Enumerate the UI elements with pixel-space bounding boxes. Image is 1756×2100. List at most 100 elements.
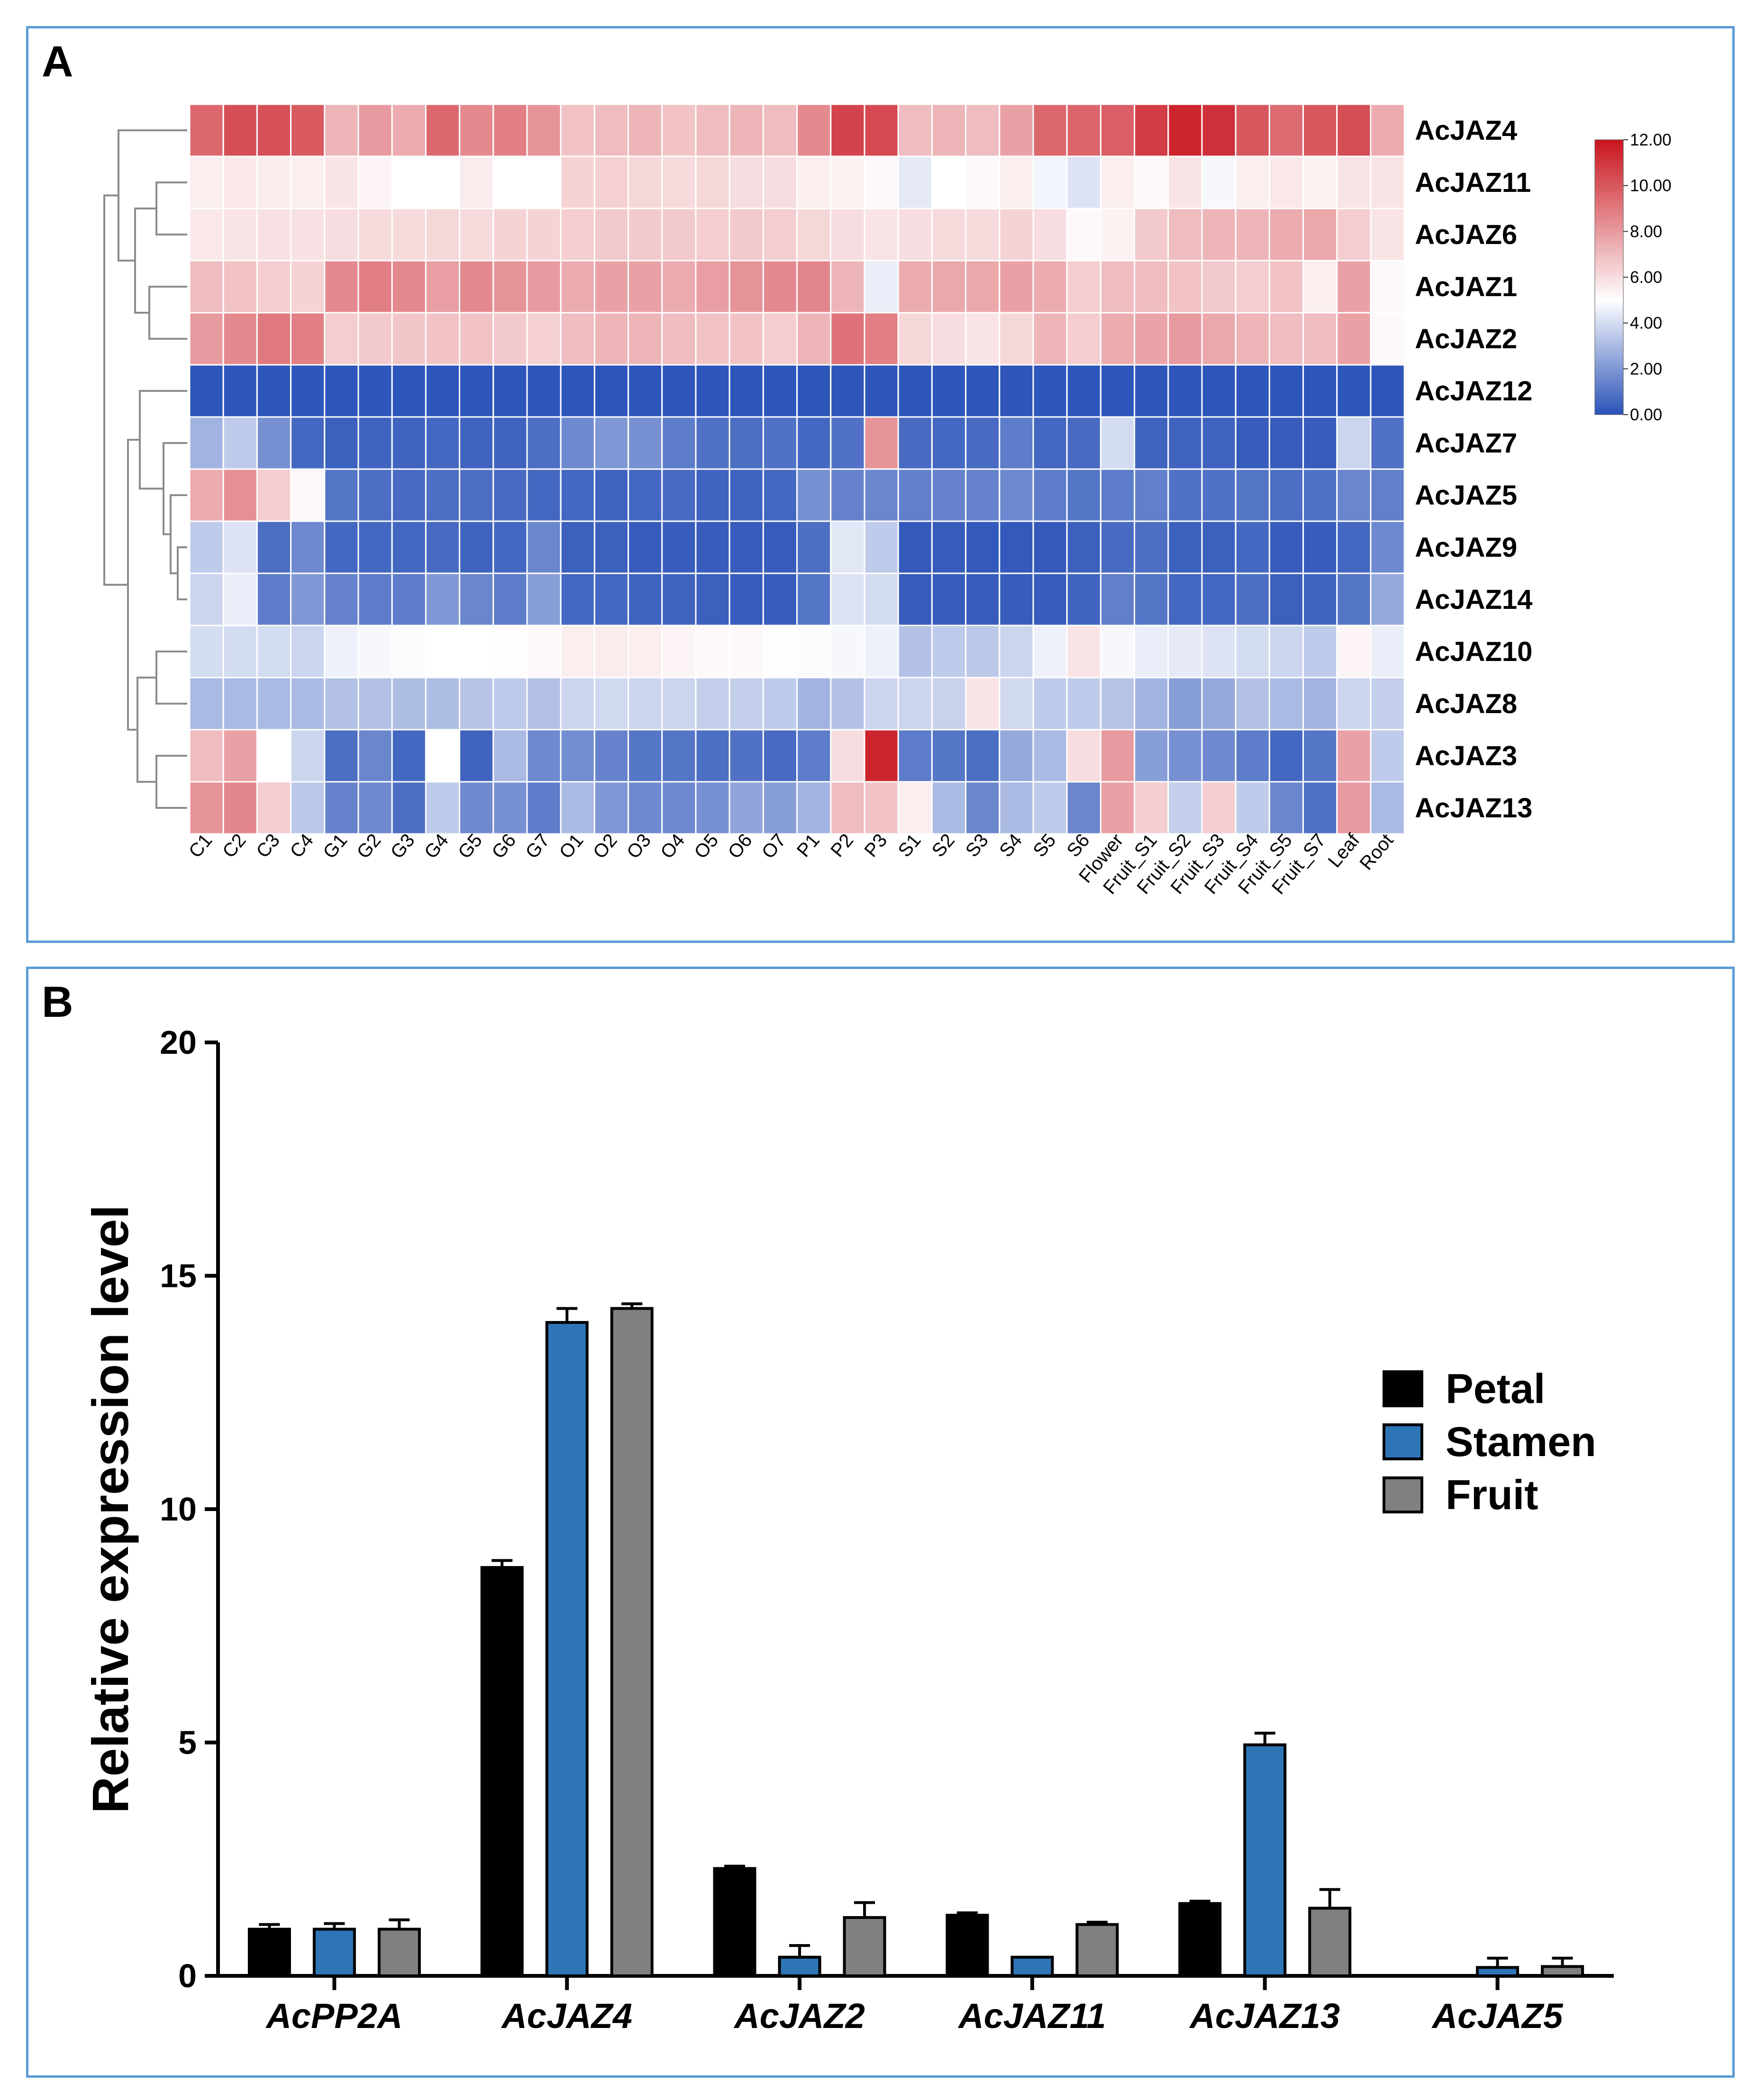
column-label: O6	[724, 830, 756, 863]
y-axis-label: Relative expression level	[82, 1205, 139, 1814]
column-label: O5	[690, 830, 722, 863]
heatmap-cell	[459, 677, 494, 731]
x-tick-label: AcJAZ2	[733, 1996, 865, 2036]
heatmap-cell	[1066, 364, 1101, 418]
heatmap-cell	[999, 312, 1034, 366]
heatmap-cell	[526, 103, 562, 157]
heatmap-cell	[1134, 468, 1169, 522]
heatmap-cell	[1201, 155, 1237, 209]
heatmap-cell	[391, 208, 427, 262]
heatmap-cell	[897, 364, 933, 418]
heatmap-cell	[1235, 364, 1270, 418]
heatmap-cell	[492, 468, 528, 522]
heatmap-cell	[459, 103, 494, 157]
heatmap-cell	[492, 364, 528, 418]
heatmap-cell	[695, 416, 730, 470]
heatmap-cell	[1268, 416, 1304, 470]
dendrogram-link	[155, 651, 187, 705]
heatmap-cell	[1134, 520, 1169, 574]
heatmap-cell	[661, 260, 697, 314]
heatmap-cell	[695, 312, 730, 366]
heatmap-cell	[796, 572, 832, 626]
heatmap-cell	[762, 625, 798, 679]
heatmap-cell	[1134, 155, 1169, 209]
heatmap-cell	[290, 572, 326, 626]
heatmap-cell	[661, 729, 697, 783]
heatmap-cell	[256, 572, 292, 626]
bar-fruit	[377, 1928, 421, 1977]
legend-swatch-fruit	[1383, 1476, 1423, 1513]
heatmap-cell	[1302, 677, 1338, 731]
heatmap-cell	[897, 520, 933, 574]
heatmap-cell	[1167, 103, 1203, 157]
heatmap-cell	[459, 781, 494, 835]
heatmap-cell	[560, 103, 595, 157]
heatmap-cell	[357, 625, 393, 679]
heatmap-cell	[695, 155, 730, 209]
heatmap-cell	[593, 364, 629, 418]
heatmap-cell	[864, 468, 899, 522]
heatmap-cell	[1235, 520, 1270, 574]
heatmap-cell	[1370, 260, 1405, 314]
heatmap-cell	[357, 416, 393, 470]
panel-a: A AcJAZ4 AcJAZ11 AcJAZ6 AcJAZ1 AcJAZ2 AcJAZ12…	[26, 26, 1735, 943]
column-label: Root	[1356, 830, 1397, 874]
heatmap-cell	[425, 572, 461, 626]
heatmap-cell	[762, 677, 798, 731]
heatmap-cell	[1032, 416, 1068, 470]
heatmap-cell	[1268, 520, 1304, 574]
heatmap-cell	[965, 208, 1001, 262]
column-label: G6	[488, 830, 520, 863]
heatmap-cell	[695, 103, 730, 157]
bar-fruit	[843, 1916, 886, 1977]
heatmap-cell	[1370, 572, 1405, 626]
heatmap-cell	[1167, 729, 1203, 783]
heatmap-cell	[222, 520, 258, 574]
heatmap-cell	[459, 520, 494, 574]
heatmap-cell	[830, 155, 865, 209]
heatmap-cell	[1032, 677, 1068, 731]
heatmap-cell	[189, 103, 224, 157]
heatmap-cell	[796, 520, 832, 574]
heatmap-cell	[1370, 312, 1405, 366]
heatmap-cell	[1268, 677, 1304, 731]
heatmap-cell	[1370, 103, 1405, 157]
heatmap-cell	[1066, 520, 1101, 574]
heatmap-cell	[897, 625, 933, 679]
heatmap-cell	[1201, 416, 1237, 470]
heatmap-cell	[897, 468, 933, 522]
heatmap-cell	[425, 468, 461, 522]
heatmap-cell	[628, 729, 663, 783]
heatmap-cell	[189, 729, 224, 783]
heatmap-cell	[526, 520, 562, 574]
column-label: O2	[589, 830, 621, 863]
heatmap-cell	[1201, 103, 1237, 157]
heatmap-cell	[1100, 520, 1136, 574]
heatmap-cell	[425, 625, 461, 679]
heatmap-cell	[1100, 155, 1136, 209]
heatmap-cell	[762, 364, 798, 418]
heatmap-cell	[1336, 729, 1372, 783]
heatmap-cell	[1235, 572, 1270, 626]
heatmap-cell	[222, 625, 258, 679]
bar-stamen	[1243, 1743, 1287, 1978]
heatmap-cell	[1167, 677, 1203, 731]
heatmap-cell	[965, 625, 1001, 679]
heatmap-cell	[1302, 416, 1338, 470]
heatmap-cell	[999, 260, 1034, 314]
heatmap-cell	[222, 416, 258, 470]
heatmap-cell	[796, 103, 832, 157]
heatmap-cell	[256, 677, 292, 731]
heatmap-cell	[256, 468, 292, 522]
heatmap-cell	[391, 625, 427, 679]
heatmap-cell	[796, 208, 832, 262]
heatmap-cell	[222, 468, 258, 522]
heatmap-cell	[796, 468, 832, 522]
heatmap-cell	[1100, 572, 1136, 626]
heatmap-cell	[357, 729, 393, 783]
heatmap-cell	[796, 260, 832, 314]
heatmap-cell	[1100, 208, 1136, 262]
bar-stamen	[1010, 1955, 1054, 1978]
heatmap-cell	[1302, 260, 1338, 314]
heatmap-cell	[391, 781, 427, 835]
